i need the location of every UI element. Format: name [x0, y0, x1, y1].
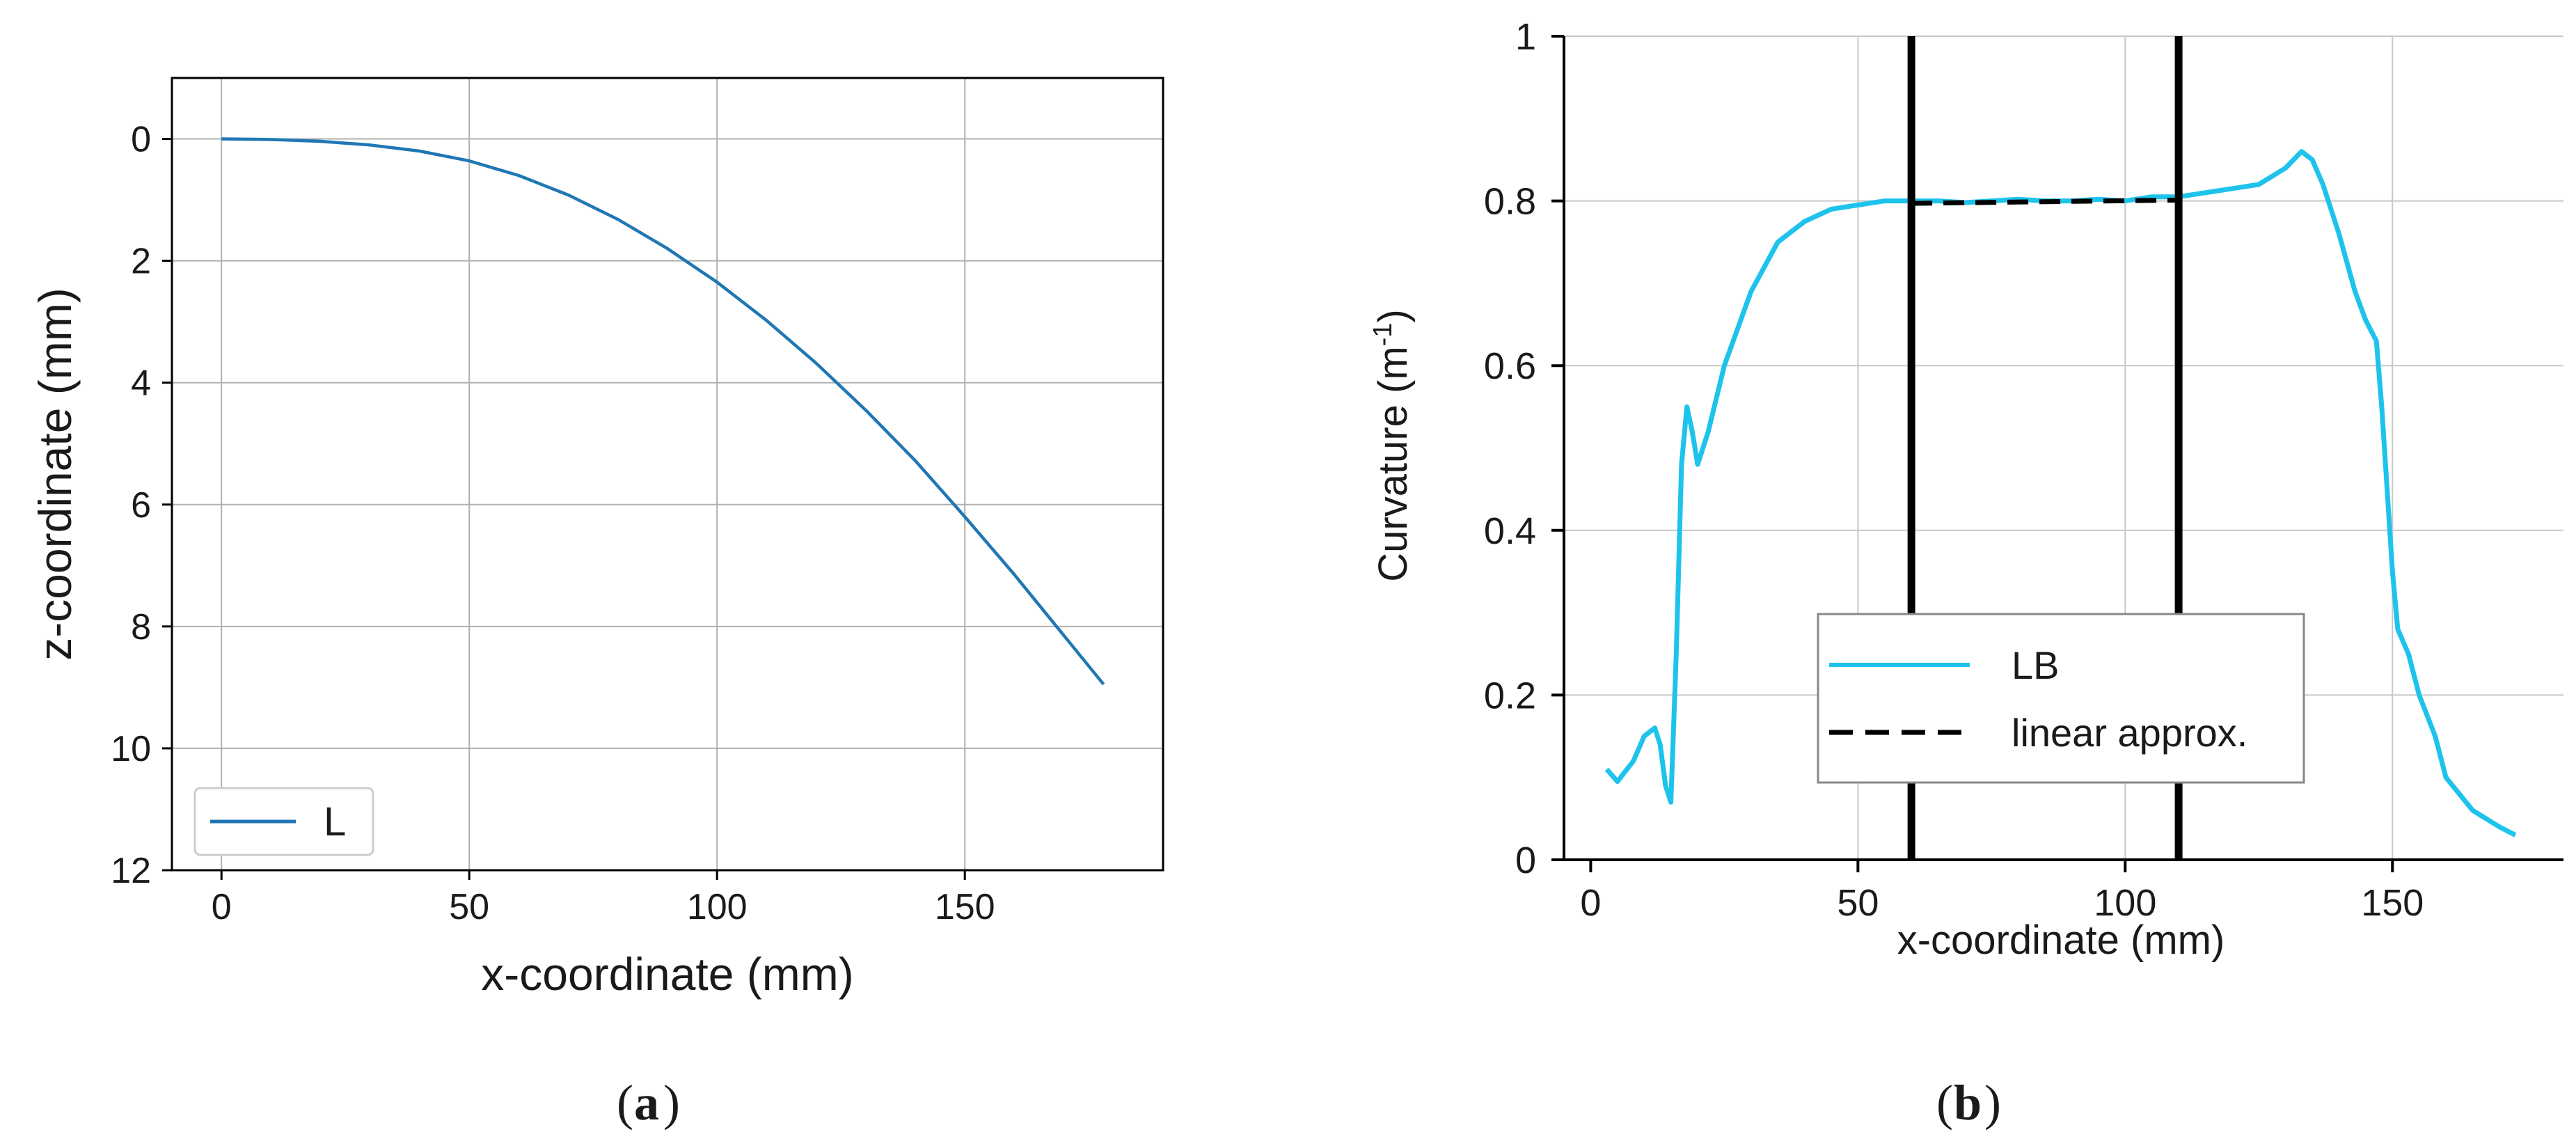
panel-b-y-tick-label: 0: [1515, 840, 1536, 881]
panel-a-y-axis-label: z-coordinate (mm): [29, 288, 81, 660]
panel-b-x-tick-label: 100: [2094, 882, 2156, 924]
panel-b-legend: LB linear approx.: [1817, 613, 2305, 784]
panel-b-legend-label-approx: linear approx.: [2012, 711, 2247, 755]
panel-a-legend: L: [193, 787, 374, 856]
panel-b-legend-label-lb: LB: [2012, 643, 2060, 687]
panel-a-x-tick-label: 100: [687, 887, 748, 927]
panel-a-y-tick-label: 6: [131, 485, 151, 526]
panel-a-caption-letter: a: [634, 1075, 659, 1131]
svg-text:): ): [663, 1075, 680, 1131]
panel-b-y-tick-label: 1: [1515, 16, 1536, 58]
panel-a-y-tick-label: 8: [131, 607, 151, 647]
svg-text:(: (: [617, 1075, 633, 1131]
panel-a-y-tick-label: 4: [131, 363, 151, 404]
panel-b-x-tick-label: 0: [1580, 882, 1601, 924]
panel-b-y-tick-label: 0.8: [1484, 181, 1536, 223]
panel-a-x-ticks: 0 50 100 150: [212, 870, 995, 927]
panel-a-x-tick-label: 50: [449, 887, 489, 927]
panel-a-y-tick-label: 0: [131, 120, 151, 160]
panel-a-x-tick-label: 150: [935, 887, 995, 927]
panel-a-caption: ( a ): [617, 1075, 680, 1131]
panel-a-x-axis-label: x-coordinate (mm): [481, 948, 853, 1000]
panel-b-series-linear-approx-line: [1911, 197, 2179, 206]
panel-a-series-layer: [221, 137, 1105, 686]
panel-a-chart: 0 50 100 150 0 2 4 6 8 10 12 x-coordinate (mm) z-…: [29, 77, 1164, 1131]
panel-a-plot-frame: [171, 77, 1164, 872]
panel-a-x-tick-label: 0: [212, 887, 232, 927]
panel-a-y-tick-label: 12: [111, 851, 151, 891]
panel-a-legend-label: L: [324, 799, 346, 844]
panel-a-y-ticks: 0 2 4 6 8 10 12: [111, 120, 172, 891]
panel-b-x-tick-label: 150: [2361, 882, 2424, 924]
panel-b-chart: 0 50 100 150 0 0.2 0.4 0.6 0.8 1 x-coordinate (m…: [1368, 16, 2563, 1131]
panel-b-x-axis-label: x-coordinate (mm): [1897, 918, 2225, 963]
panel-b-y-tick-label: 0.2: [1484, 675, 1536, 716]
panel-b-y-tick-label: 0.6: [1484, 345, 1536, 387]
panel-b-y-axis-label: Curvature (m-1): [1368, 309, 1416, 582]
panel-b-legend-box: [1817, 613, 2305, 784]
panel-b-y-ticks: 0 0.2 0.4 0.6 0.8 1: [1484, 16, 1564, 881]
panel-b-caption-letter: b: [1954, 1075, 1982, 1131]
panel-b-caption: ( b ): [1936, 1075, 2001, 1131]
panel-b-x-ticks: 0 50 100 150: [1580, 860, 2424, 924]
panel-b-y-tick-label: 0.4: [1484, 510, 1536, 552]
panel-b-x-tick-label: 50: [1837, 882, 1879, 924]
svg-text:): ): [1984, 1075, 2001, 1131]
panel-a-series-l-line: [221, 137, 1105, 686]
svg-text:(: (: [1936, 1075, 1953, 1131]
panel-a-y-tick-label: 2: [131, 242, 151, 282]
panel-a-y-tick-label: 10: [111, 729, 151, 769]
